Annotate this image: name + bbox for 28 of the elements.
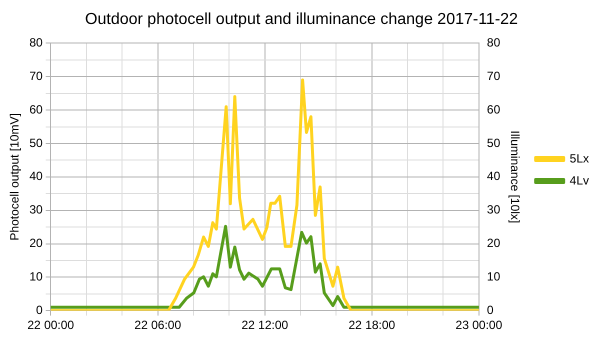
y2-tick-label: 50: [486, 136, 501, 150]
y2-tick-label: 20: [486, 236, 501, 250]
y2-tick-label: 0: [486, 302, 494, 317]
y-tick-label: 50: [29, 136, 44, 150]
y2-tick-label: 60: [486, 102, 501, 116]
y-tick-label: 10: [29, 269, 44, 284]
y2-tick-label: 80: [486, 36, 501, 50]
y2-tick-label: 10: [486, 269, 501, 284]
x-tick-label: 22 00:00: [27, 318, 74, 332]
y-tick-label: 0: [36, 302, 44, 317]
y-tick-label: 20: [29, 236, 44, 250]
y-tick-label: 70: [29, 68, 44, 83]
chart-title: Outdoor photocell output and illuminance change 2017-11-22: [85, 11, 518, 28]
y-tick-label: 30: [29, 202, 44, 217]
y2-tick-label: 40: [486, 169, 501, 184]
x-tick-label: 22 12:00: [241, 318, 289, 332]
legend-label: 5Lx: [570, 151, 590, 166]
x-tick-label: 22 18:00: [348, 318, 396, 332]
x-tick-label: 22 06:00: [134, 318, 182, 332]
y-tick-label: 40: [29, 169, 44, 184]
y-axis-title: Photocell output [10mV]: [8, 113, 22, 241]
legend-label: 4Lv: [570, 173, 590, 188]
y2-axis-title: Illuminance [10lx]: [508, 130, 522, 224]
y2-tick-label: 30: [486, 202, 501, 217]
x-tick-label: 23 00:00: [456, 318, 503, 332]
y2-tick-label: 70: [486, 68, 501, 83]
y-tick-label: 80: [29, 36, 44, 50]
y-tick-label: 60: [29, 102, 44, 116]
